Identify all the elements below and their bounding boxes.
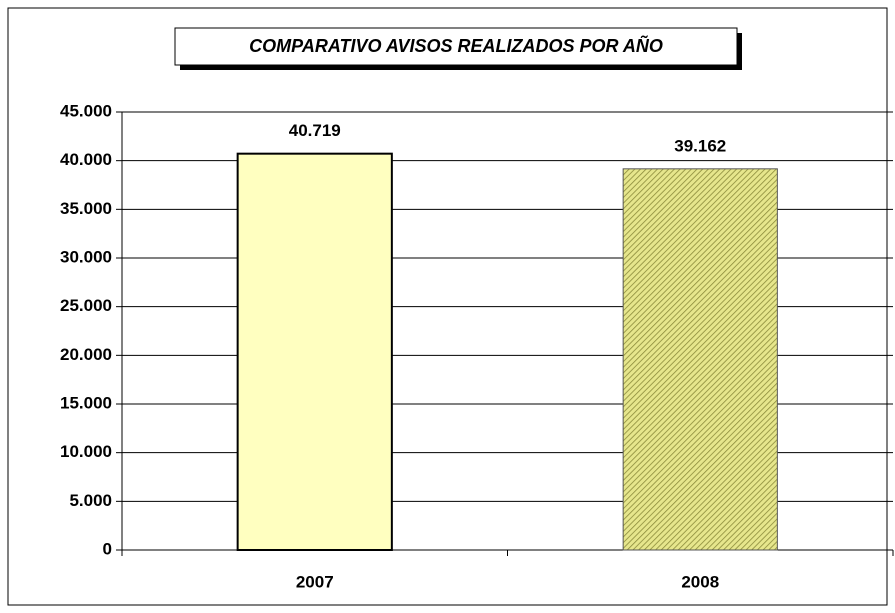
y-tick-label: 30.000	[60, 247, 112, 266]
value-label: 40.719	[289, 121, 341, 140]
x-tick-label: 2007	[296, 572, 334, 591]
y-tick-label: 45.000	[60, 101, 112, 120]
y-tick-label: 5.000	[69, 491, 112, 510]
bar	[236, 152, 393, 551]
x-tick-label: 2008	[681, 572, 719, 591]
y-tick-label: 0	[103, 539, 112, 558]
y-tick-label: 35.000	[60, 199, 112, 218]
chart-title: COMPARATIVO AVISOS REALIZADOS POR AÑO	[249, 35, 663, 56]
value-label: 39.162	[674, 136, 726, 155]
y-tick-label: 25.000	[60, 296, 112, 315]
y-tick-label: 15.000	[60, 393, 112, 412]
y-tick-label: 10.000	[60, 442, 112, 461]
y-tick-label: 40.000	[60, 150, 112, 169]
y-tick-label: 20.000	[60, 345, 112, 364]
title-box	[174, 27, 738, 66]
bar	[622, 168, 778, 551]
